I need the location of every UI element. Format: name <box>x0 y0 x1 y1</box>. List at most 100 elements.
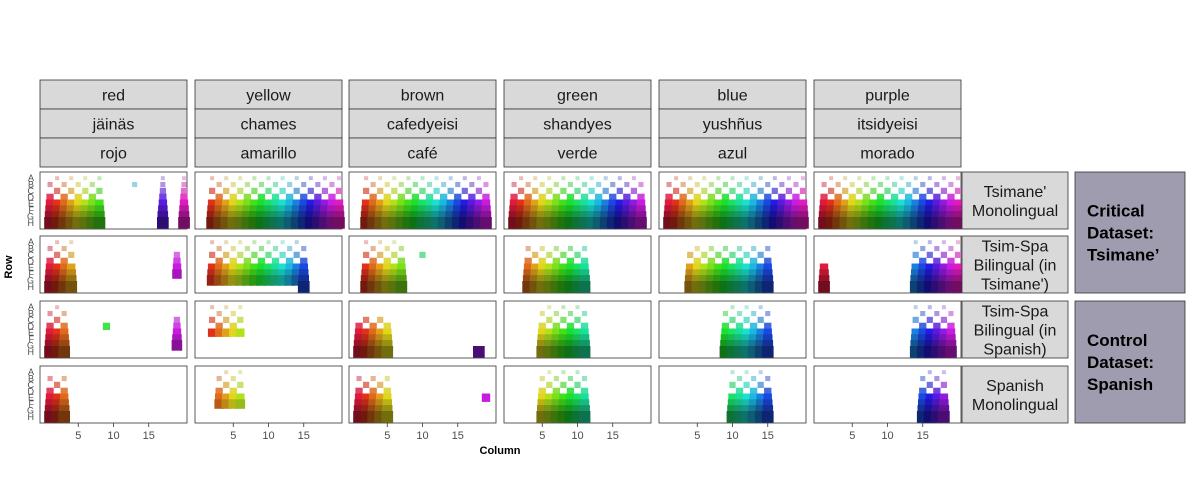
cell-mark <box>291 211 302 222</box>
cell-mark <box>608 199 617 208</box>
cell-mark <box>621 217 633 229</box>
cell-mark <box>522 275 534 286</box>
cell-mark <box>271 263 280 272</box>
cell-mark <box>96 187 103 194</box>
cell-mark <box>716 176 721 181</box>
cell-mark <box>763 263 772 272</box>
cell-mark <box>734 334 745 344</box>
cell-mark <box>861 211 872 222</box>
cell-mark <box>223 316 230 323</box>
cell-mark <box>931 346 943 358</box>
cell-mark <box>515 211 527 222</box>
cell-mark <box>687 251 694 258</box>
cell-mark <box>243 263 252 272</box>
cell-mark <box>55 176 60 181</box>
cell-mark <box>68 187 75 194</box>
cell-mark <box>765 311 771 317</box>
cell-mark <box>560 381 567 388</box>
cell-mark <box>839 211 851 222</box>
cell-mark <box>934 182 940 188</box>
cell-mark <box>756 399 766 409</box>
cell-mark <box>862 199 871 208</box>
cell-mark <box>693 199 702 208</box>
cell-mark <box>368 205 378 215</box>
cell-mark <box>361 334 371 344</box>
strip-label-tsimane-4: yushñus <box>703 117 763 134</box>
cell-mark <box>571 281 584 293</box>
cell-mark <box>539 311 545 317</box>
cell-mark <box>256 269 267 279</box>
cell-mark <box>939 269 949 279</box>
cell-mark <box>374 405 386 416</box>
cell-mark <box>481 199 491 208</box>
cell-mark <box>525 182 531 188</box>
cell-mark <box>572 399 583 409</box>
cell-mark <box>256 275 267 286</box>
cell-mark <box>250 199 259 208</box>
cell-mark <box>595 193 603 201</box>
group-strip-box-0 <box>1074 171 1186 294</box>
cell-mark <box>551 399 562 409</box>
cell-mark <box>916 411 929 423</box>
cell-mark <box>920 182 926 188</box>
cell-mark <box>919 387 927 395</box>
cell-mark <box>74 199 83 208</box>
cell-mark <box>579 405 590 416</box>
cell-mark <box>102 322 111 330</box>
cell-mark <box>876 199 885 208</box>
row-strip-label: Bilingual (in <box>974 258 1057 275</box>
cell-mark <box>300 193 308 201</box>
cell-mark <box>46 257 54 265</box>
cell-mark <box>579 334 590 344</box>
cell-mark <box>743 251 750 258</box>
cell-mark <box>927 240 932 245</box>
cell-mark <box>278 263 287 272</box>
cell-mark <box>257 263 266 272</box>
cell-mark <box>237 251 244 258</box>
cell-mark <box>925 199 934 208</box>
cell-mark <box>292 263 301 272</box>
cell-mark <box>229 328 238 337</box>
y-tick-label: A <box>28 173 34 183</box>
cell-mark <box>54 251 61 258</box>
cell-mark <box>381 211 393 222</box>
y-tick-label: H <box>28 282 35 292</box>
y-tick-label: A <box>28 302 34 312</box>
cell-mark <box>544 340 555 351</box>
cell-mark <box>819 269 829 279</box>
cell-mark <box>735 193 744 201</box>
cell-mark <box>537 275 548 286</box>
panel-2-5 <box>813 300 962 359</box>
cell-mark <box>575 176 580 181</box>
cell-mark <box>266 176 271 181</box>
y-tick-label: F <box>29 334 35 344</box>
cell-mark <box>249 275 260 286</box>
cell-mark <box>283 217 296 229</box>
cell-mark <box>819 205 829 215</box>
cell-mark <box>582 376 588 382</box>
cell-mark <box>741 399 752 409</box>
cell-mark <box>381 346 394 358</box>
cell-mark <box>383 387 391 395</box>
cell-mark <box>927 176 932 181</box>
cell-mark <box>262 217 275 229</box>
cell-mark <box>842 187 849 194</box>
strip-box-spanish-1 <box>194 137 343 168</box>
cell-mark <box>60 387 68 395</box>
cell-mark <box>252 240 257 245</box>
cell-mark <box>242 211 253 222</box>
cell-mark <box>224 176 229 181</box>
cell-mark <box>237 187 244 194</box>
cell-mark <box>181 182 187 188</box>
cell-mark <box>719 346 732 358</box>
cell-mark <box>432 199 441 208</box>
cell-mark <box>206 217 218 229</box>
cell-mark <box>523 263 533 272</box>
cell-mark <box>215 199 224 208</box>
cell-mark <box>567 246 573 252</box>
cell-mark <box>918 199 927 208</box>
cell-mark <box>210 176 215 181</box>
y-tick-label: C <box>28 250 35 260</box>
cell-mark <box>923 281 936 293</box>
cell-mark <box>448 176 453 181</box>
